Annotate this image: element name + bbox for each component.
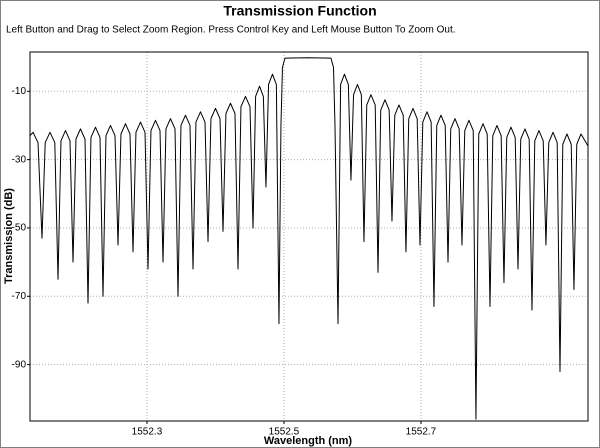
x-tick-label: 1552.5	[269, 427, 300, 438]
x-axis-label: Wavelength (nm)	[264, 435, 353, 447]
y-tick-label: -90	[12, 359, 27, 370]
y-tick-label: -70	[12, 291, 27, 302]
x-tick-label: 1552.7	[406, 427, 437, 438]
y-tick-label: -50	[12, 223, 27, 234]
x-tick-label: 1552.3	[132, 427, 163, 438]
y-axis-label: Transmission (dB)	[3, 188, 15, 284]
plot-frame	[29, 51, 589, 422]
transmission-line	[29, 57, 589, 420]
chart-subtitle: Left Button and Drag to Select Zoom Regi…	[6, 25, 456, 36]
chart-title: Transmission Function	[223, 3, 376, 19]
y-tick-label: -30	[12, 154, 27, 165]
grid	[27, 52, 588, 424]
plot	[29, 57, 589, 420]
y-tick-label: -10	[12, 86, 27, 97]
